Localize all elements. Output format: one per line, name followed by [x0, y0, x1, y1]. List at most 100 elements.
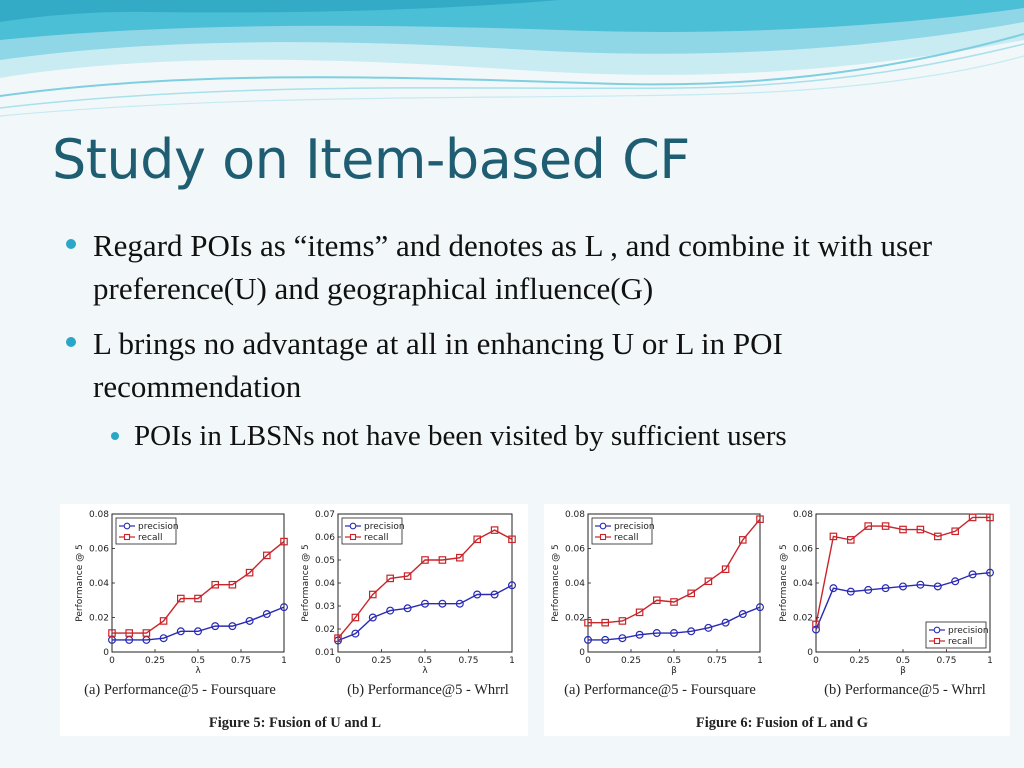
precision-point	[635, 630, 644, 639]
legend-marker	[349, 522, 357, 530]
legend-label: precision	[614, 522, 655, 532]
precision-point	[933, 582, 942, 591]
recall-point	[812, 620, 820, 629]
figure-6-caption: Figure 6: Fusion of L and G	[696, 715, 868, 731]
y-tick-label: 0.04	[565, 579, 585, 589]
legend-marker	[349, 533, 357, 541]
header-wave-decoration	[0, 0, 1024, 117]
precision-point	[985, 568, 994, 577]
precision-point	[829, 584, 838, 593]
wave-line-2	[0, 43, 1024, 109]
legend-label: recall	[948, 637, 973, 647]
y-axis-label: Performance @ 5	[75, 544, 85, 621]
y-tick-label: 0.08	[793, 510, 813, 520]
x-tick-label: 0.5	[667, 656, 681, 666]
recall-point	[951, 527, 960, 536]
recall-point	[618, 617, 627, 625]
precision-point	[968, 570, 977, 579]
recall-point	[721, 565, 730, 574]
y-tick-label: 0.04	[315, 579, 335, 589]
y-tick-label: 0.08	[565, 510, 585, 520]
chart-4: 0 0.02 0.04 0.06 0.08 0 0.25 0.5 0.75 1 β Performan…	[779, 510, 994, 698]
y-tick-label: 0	[579, 648, 585, 658]
precision-point	[245, 616, 254, 625]
recall-point	[473, 535, 482, 544]
y-tick-label: 0	[807, 648, 813, 658]
precision-point	[583, 635, 592, 644]
x-tick-label: 0.75	[936, 656, 956, 666]
precision-point	[881, 584, 890, 593]
x-tick-label: 1	[509, 656, 515, 666]
legend-marker	[599, 522, 607, 530]
precision-point	[618, 634, 627, 643]
x-tick-label: 0.75	[707, 656, 727, 666]
y-axis-label: Performance @ 5	[551, 544, 561, 621]
legend-label: recall	[614, 533, 639, 543]
legend-label: precision	[138, 522, 179, 532]
legend-marker	[933, 637, 941, 645]
sub-bullet-text: POIs in LBSNs not have been visited by s…	[134, 420, 787, 452]
y-tick-label: 0.02	[793, 614, 813, 624]
recall-point	[263, 551, 271, 560]
chart-1: 0 0.02 0.04 0.06 0.08 0 0.25 0.5 0.75 1 λ Performan…	[75, 510, 289, 698]
recall-point	[687, 589, 696, 598]
recall-point	[635, 608, 644, 617]
precision-point	[228, 622, 237, 631]
legend-marker	[599, 533, 607, 541]
x-axis-label: λ	[422, 666, 428, 676]
recall-point	[108, 629, 116, 637]
recall-point	[438, 556, 447, 564]
precision-point	[159, 634, 168, 643]
precision-point	[211, 622, 220, 631]
precision-point	[652, 629, 661, 638]
precision-point	[421, 599, 430, 608]
recall-point	[899, 525, 907, 534]
bullet-dot-icon	[66, 337, 76, 347]
y-tick-label: 0.02	[89, 614, 109, 624]
y-tick-label: 0	[103, 648, 109, 658]
recall-point	[245, 568, 254, 577]
bullet-dot-icon	[66, 239, 76, 249]
recall-point	[652, 596, 661, 605]
recall-point	[228, 580, 237, 589]
precision-point	[687, 627, 696, 636]
recall-point	[334, 634, 342, 643]
y-tick-label: 0.04	[793, 579, 813, 589]
precision-point	[438, 599, 447, 608]
x-axis-label: λ	[195, 666, 201, 676]
y-tick-label: 0.05	[315, 556, 335, 566]
recall-point	[933, 532, 942, 541]
recall-point	[968, 513, 977, 522]
precision-point	[951, 577, 960, 586]
precision-point	[351, 629, 360, 638]
precision-point	[738, 610, 747, 619]
precision-point	[368, 613, 377, 622]
recall-point	[280, 537, 288, 546]
x-tick-label: 0.25	[371, 656, 391, 666]
subfigure-caption: (b) Performance@5 - Whrrl	[347, 682, 509, 698]
bullet-text: L brings no advantage at all in enhancin…	[93, 326, 783, 404]
recall-point	[829, 532, 838, 541]
recall-point	[369, 590, 377, 599]
bullet-text: Regard POIs as “items” and denotes as L …	[93, 228, 933, 306]
recall-point	[159, 617, 168, 625]
x-axis-label: β	[900, 666, 906, 676]
figures-panel: 0 0.02 0.04 0.06 0.08 0 0.25 0.5 0.75 1 λ Performan…	[60, 504, 1010, 736]
precision-point	[490, 590, 499, 599]
x-tick-label: 1	[281, 656, 287, 666]
legend-marker	[933, 626, 941, 634]
x-tick-label: 0.25	[145, 656, 165, 666]
legend-label: recall	[364, 533, 389, 543]
recall-point	[916, 525, 925, 534]
precision-point	[811, 625, 820, 634]
recall-point	[986, 513, 994, 522]
precision-line	[112, 606, 285, 641]
legend-label: precision	[948, 626, 989, 636]
precision-point	[280, 603, 289, 612]
recall-point	[456, 553, 464, 562]
bullet-item: Regard POIs as “items” and denotes as L …	[66, 224, 986, 310]
y-axis-label: Performance @ 5	[779, 544, 789, 621]
